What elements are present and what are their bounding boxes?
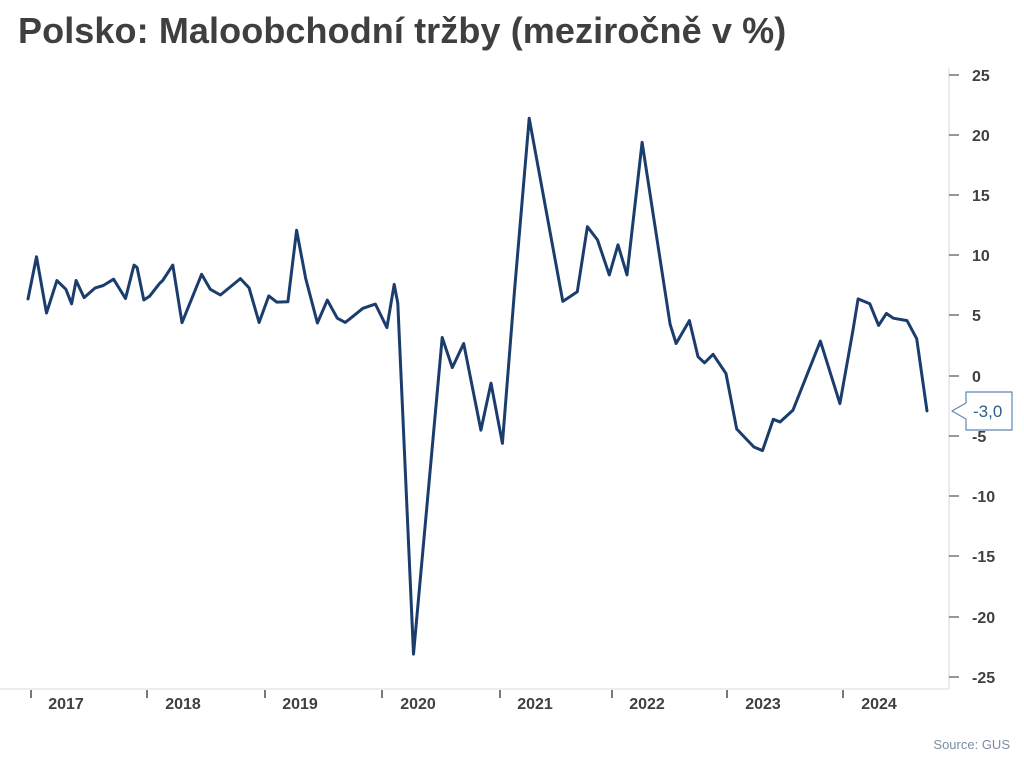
svg-text:2023: 2023	[745, 696, 781, 713]
svg-text:2021: 2021	[517, 696, 553, 713]
svg-text:10: 10	[972, 248, 990, 265]
svg-text:-20: -20	[972, 610, 995, 627]
svg-text:-3,0: -3,0	[973, 402, 1002, 421]
svg-text:5: 5	[972, 308, 981, 325]
svg-text:2018: 2018	[165, 696, 201, 713]
svg-text:-5: -5	[972, 429, 986, 446]
svg-text:2024: 2024	[861, 696, 897, 713]
svg-text:0: 0	[972, 369, 981, 386]
svg-text:25: 25	[972, 68, 990, 85]
svg-text:2022: 2022	[629, 696, 665, 713]
svg-text:-25: -25	[972, 670, 995, 687]
svg-text:2019: 2019	[282, 696, 318, 713]
svg-text:-15: -15	[972, 549, 995, 566]
svg-text:15: 15	[972, 188, 990, 205]
svg-text:20: 20	[972, 128, 990, 145]
svg-text:-10: -10	[972, 489, 995, 506]
svg-text:2017: 2017	[48, 696, 84, 713]
svg-text:2020: 2020	[400, 696, 436, 713]
